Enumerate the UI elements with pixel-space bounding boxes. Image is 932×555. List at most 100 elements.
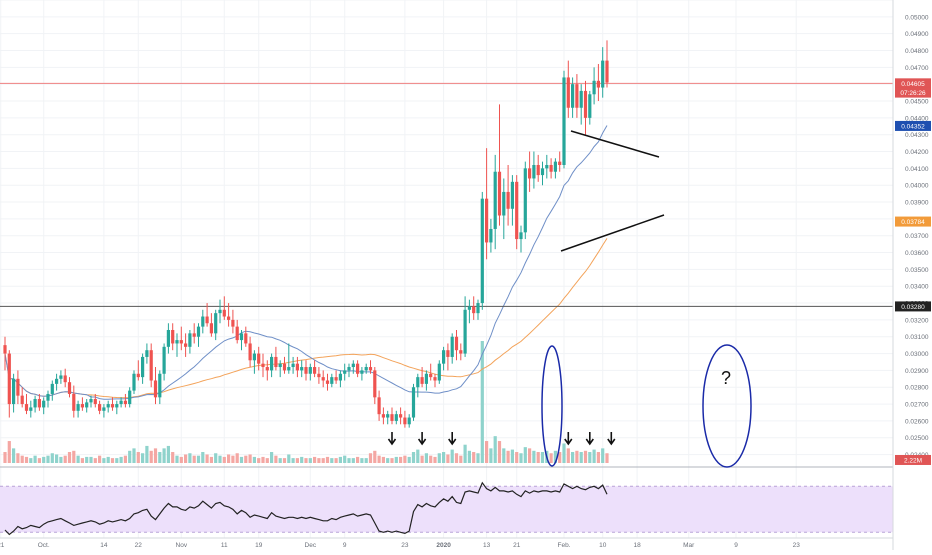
candle[interactable]: [368, 360, 373, 374]
candle[interactable]: [343, 363, 347, 381]
candle[interactable]: [128, 387, 132, 408]
candle[interactable]: [235, 319, 239, 344]
candle[interactable]: [257, 346, 261, 371]
candle[interactable]: [3, 336, 7, 371]
candle[interactable]: [42, 397, 46, 415]
candle[interactable]: [287, 343, 291, 374]
candle[interactable]: [106, 400, 110, 413]
candle[interactable]: [24, 393, 29, 415]
candle[interactable]: [80, 397, 84, 411]
candle[interactable]: [330, 373, 334, 388]
candle[interactable]: [214, 309, 218, 341]
candle[interactable]: [467, 299, 471, 324]
candle[interactable]: [20, 387, 24, 408]
candle[interactable]: [149, 343, 153, 388]
candle[interactable]: [459, 343, 463, 361]
candle[interactable]: [55, 373, 59, 391]
candle[interactable]: [373, 367, 377, 405]
candle[interactable]: [605, 40, 609, 88]
candle[interactable]: [472, 296, 476, 320]
candle[interactable]: [437, 360, 441, 384]
candle[interactable]: [274, 346, 278, 371]
candle[interactable]: [528, 151, 532, 192]
candle[interactable]: [76, 400, 80, 418]
candle[interactable]: [162, 343, 166, 381]
candle[interactable]: [119, 397, 123, 408]
candle[interactable]: [136, 360, 140, 381]
candle[interactable]: [196, 323, 201, 347]
candle[interactable]: [63, 368, 67, 388]
candle[interactable]: [29, 400, 33, 418]
candle[interactable]: [304, 360, 308, 381]
candle[interactable]: [545, 154, 549, 179]
candle[interactable]: [175, 333, 179, 357]
candle[interactable]: [510, 175, 514, 226]
candle[interactable]: [239, 329, 244, 351]
candle[interactable]: [450, 333, 454, 364]
candle[interactable]: [85, 399, 89, 413]
candle[interactable]: [166, 323, 170, 354]
candle[interactable]: [420, 367, 424, 388]
candle[interactable]: [145, 343, 149, 364]
candle[interactable]: [476, 299, 480, 320]
candle[interactable]: [72, 385, 76, 418]
question-ellipse[interactable]: [702, 344, 752, 468]
candle[interactable]: [291, 356, 295, 374]
candle[interactable]: [300, 360, 304, 378]
candle[interactable]: [442, 346, 446, 371]
candle[interactable]: [102, 404, 106, 418]
candle[interactable]: [261, 353, 265, 378]
candle[interactable]: [424, 370, 428, 391]
candle[interactable]: [403, 410, 407, 428]
candle[interactable]: [480, 191, 484, 310]
candle[interactable]: [278, 360, 282, 378]
volume-spike-ellipse[interactable]: [541, 345, 563, 467]
candle[interactable]: [325, 373, 330, 391]
candle[interactable]: [562, 70, 566, 169]
candle[interactable]: [98, 400, 102, 415]
candle[interactable]: [360, 367, 364, 381]
candle[interactable]: [493, 154, 497, 250]
candle[interactable]: [67, 377, 72, 398]
candle[interactable]: [411, 383, 416, 421]
candle[interactable]: [588, 90, 592, 125]
candle[interactable]: [252, 350, 256, 374]
candle[interactable]: [50, 380, 54, 401]
candle[interactable]: [192, 323, 196, 344]
candle[interactable]: [515, 175, 519, 250]
candle[interactable]: [558, 151, 562, 172]
candle[interactable]: [59, 370, 63, 384]
candle[interactable]: [132, 370, 136, 394]
candle[interactable]: [141, 353, 145, 384]
candle[interactable]: [115, 400, 119, 415]
candle[interactable]: [394, 410, 398, 425]
candle[interactable]: [381, 407, 385, 425]
candle[interactable]: [571, 77, 575, 118]
candle[interactable]: [579, 84, 583, 125]
candle[interactable]: [489, 218, 493, 253]
candle[interactable]: [244, 326, 248, 347]
candle[interactable]: [433, 373, 437, 388]
candle[interactable]: [390, 407, 394, 425]
candle[interactable]: [463, 296, 467, 357]
candle[interactable]: [446, 343, 450, 371]
triangle-upper-line[interactable]: [570, 130, 660, 158]
candle[interactable]: [454, 329, 459, 361]
candle[interactable]: [549, 158, 553, 179]
candle[interactable]: [317, 367, 321, 384]
candle[interactable]: [218, 299, 222, 324]
candle[interactable]: [313, 360, 317, 378]
candle[interactable]: [338, 370, 342, 388]
candle[interactable]: [153, 367, 158, 405]
candle[interactable]: [205, 303, 209, 327]
candle[interactable]: [601, 47, 605, 98]
candle[interactable]: [321, 370, 325, 388]
candle[interactable]: [231, 309, 235, 334]
candle[interactable]: [377, 390, 381, 421]
candle[interactable]: [592, 67, 596, 105]
candle[interactable]: [351, 360, 355, 374]
candle[interactable]: [485, 148, 489, 260]
candle[interactable]: [110, 397, 115, 411]
candle[interactable]: [596, 63, 600, 102]
